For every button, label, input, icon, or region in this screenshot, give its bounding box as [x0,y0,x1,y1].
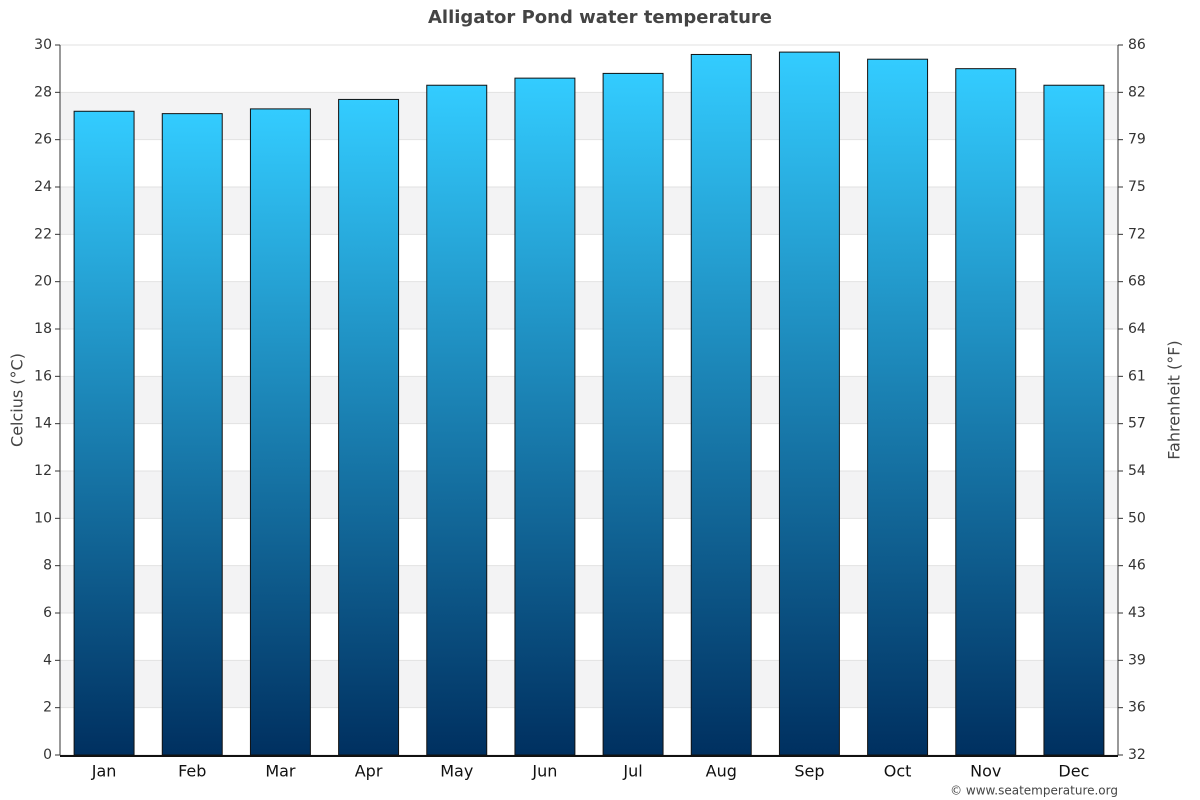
x-tick-label: Dec [1058,762,1089,781]
bar [514,77,576,756]
y2-tick-label: 79 [1128,132,1146,148]
y-tick-label: 4 [43,652,52,668]
bar [1043,84,1105,756]
y-tick-label: 28 [34,84,52,100]
y-tick-label: 2 [43,700,52,716]
bar [338,98,400,756]
y-tick-label: 24 [34,179,52,195]
bar [690,53,752,756]
bar [249,108,311,756]
y2-tick-label: 68 [1128,274,1146,290]
y2-tick-label: 57 [1128,416,1146,432]
grid-band [60,92,1118,140]
y-tick-label: 0 [43,747,52,763]
bar [602,72,664,756]
grid-band [60,565,1118,613]
y2-tick-label: 36 [1128,700,1146,716]
y-tick-label: 16 [34,368,52,384]
x-tick-label: Jul [622,762,642,781]
x-tick-label: Jun [531,762,557,781]
y-tick-label: 14 [34,416,52,432]
y2-tick-label: 32 [1128,747,1146,763]
y2-tick-label: 54 [1128,463,1146,479]
bar [73,110,135,756]
y2-tick-label: 75 [1128,179,1146,195]
y-tick-label: 18 [34,321,52,337]
grid-band [60,660,1118,708]
bar [867,58,929,756]
y-tick-label: 30 [34,37,52,53]
y-tick-label: 22 [34,226,52,242]
x-tick-label: Jan [91,762,117,781]
y2-tick-label: 39 [1128,652,1146,668]
y-axis-label: Celcius (°C) [8,353,27,447]
y-tick-label: 8 [43,558,52,574]
y2-tick-label: 64 [1128,321,1146,337]
bar [778,51,840,756]
y-tick-label: 12 [34,463,52,479]
y2-tick-label: 50 [1128,510,1146,526]
y2-axis-label: Fahrenheit (°F) [1165,340,1184,459]
x-tick-label: Nov [970,762,1001,781]
grid-band [60,376,1118,424]
chart-title: Alligator Pond water temperature [428,7,772,28]
y2-tick-label: 72 [1128,226,1146,242]
bar [161,113,223,756]
grid-band [60,187,1118,235]
x-tick-label: Feb [178,762,206,781]
x-tick-label: Sep [794,762,824,781]
y2-tick-label: 82 [1128,84,1146,100]
x-tick-label: Apr [355,762,383,781]
y-tick-label: 10 [34,510,52,526]
bar [426,84,488,756]
credit: © www.seatemperature.org [950,784,1118,798]
y2-tick-label: 46 [1128,558,1146,574]
x-tick-label: Mar [265,762,296,781]
grid-band [60,281,1118,329]
x-tick-label: May [440,762,473,781]
y-tick-label: 20 [34,274,52,290]
y-tick-label: 6 [43,605,52,621]
grid-band [60,471,1118,519]
y2-tick-label: 43 [1128,605,1146,621]
y2-tick-label: 61 [1128,368,1146,384]
y2-tick-label: 86 [1128,37,1146,53]
x-tick-label: Oct [884,762,912,781]
bar [955,68,1017,756]
x-tick-label: Aug [706,762,737,781]
y-tick-label: 26 [34,132,52,148]
